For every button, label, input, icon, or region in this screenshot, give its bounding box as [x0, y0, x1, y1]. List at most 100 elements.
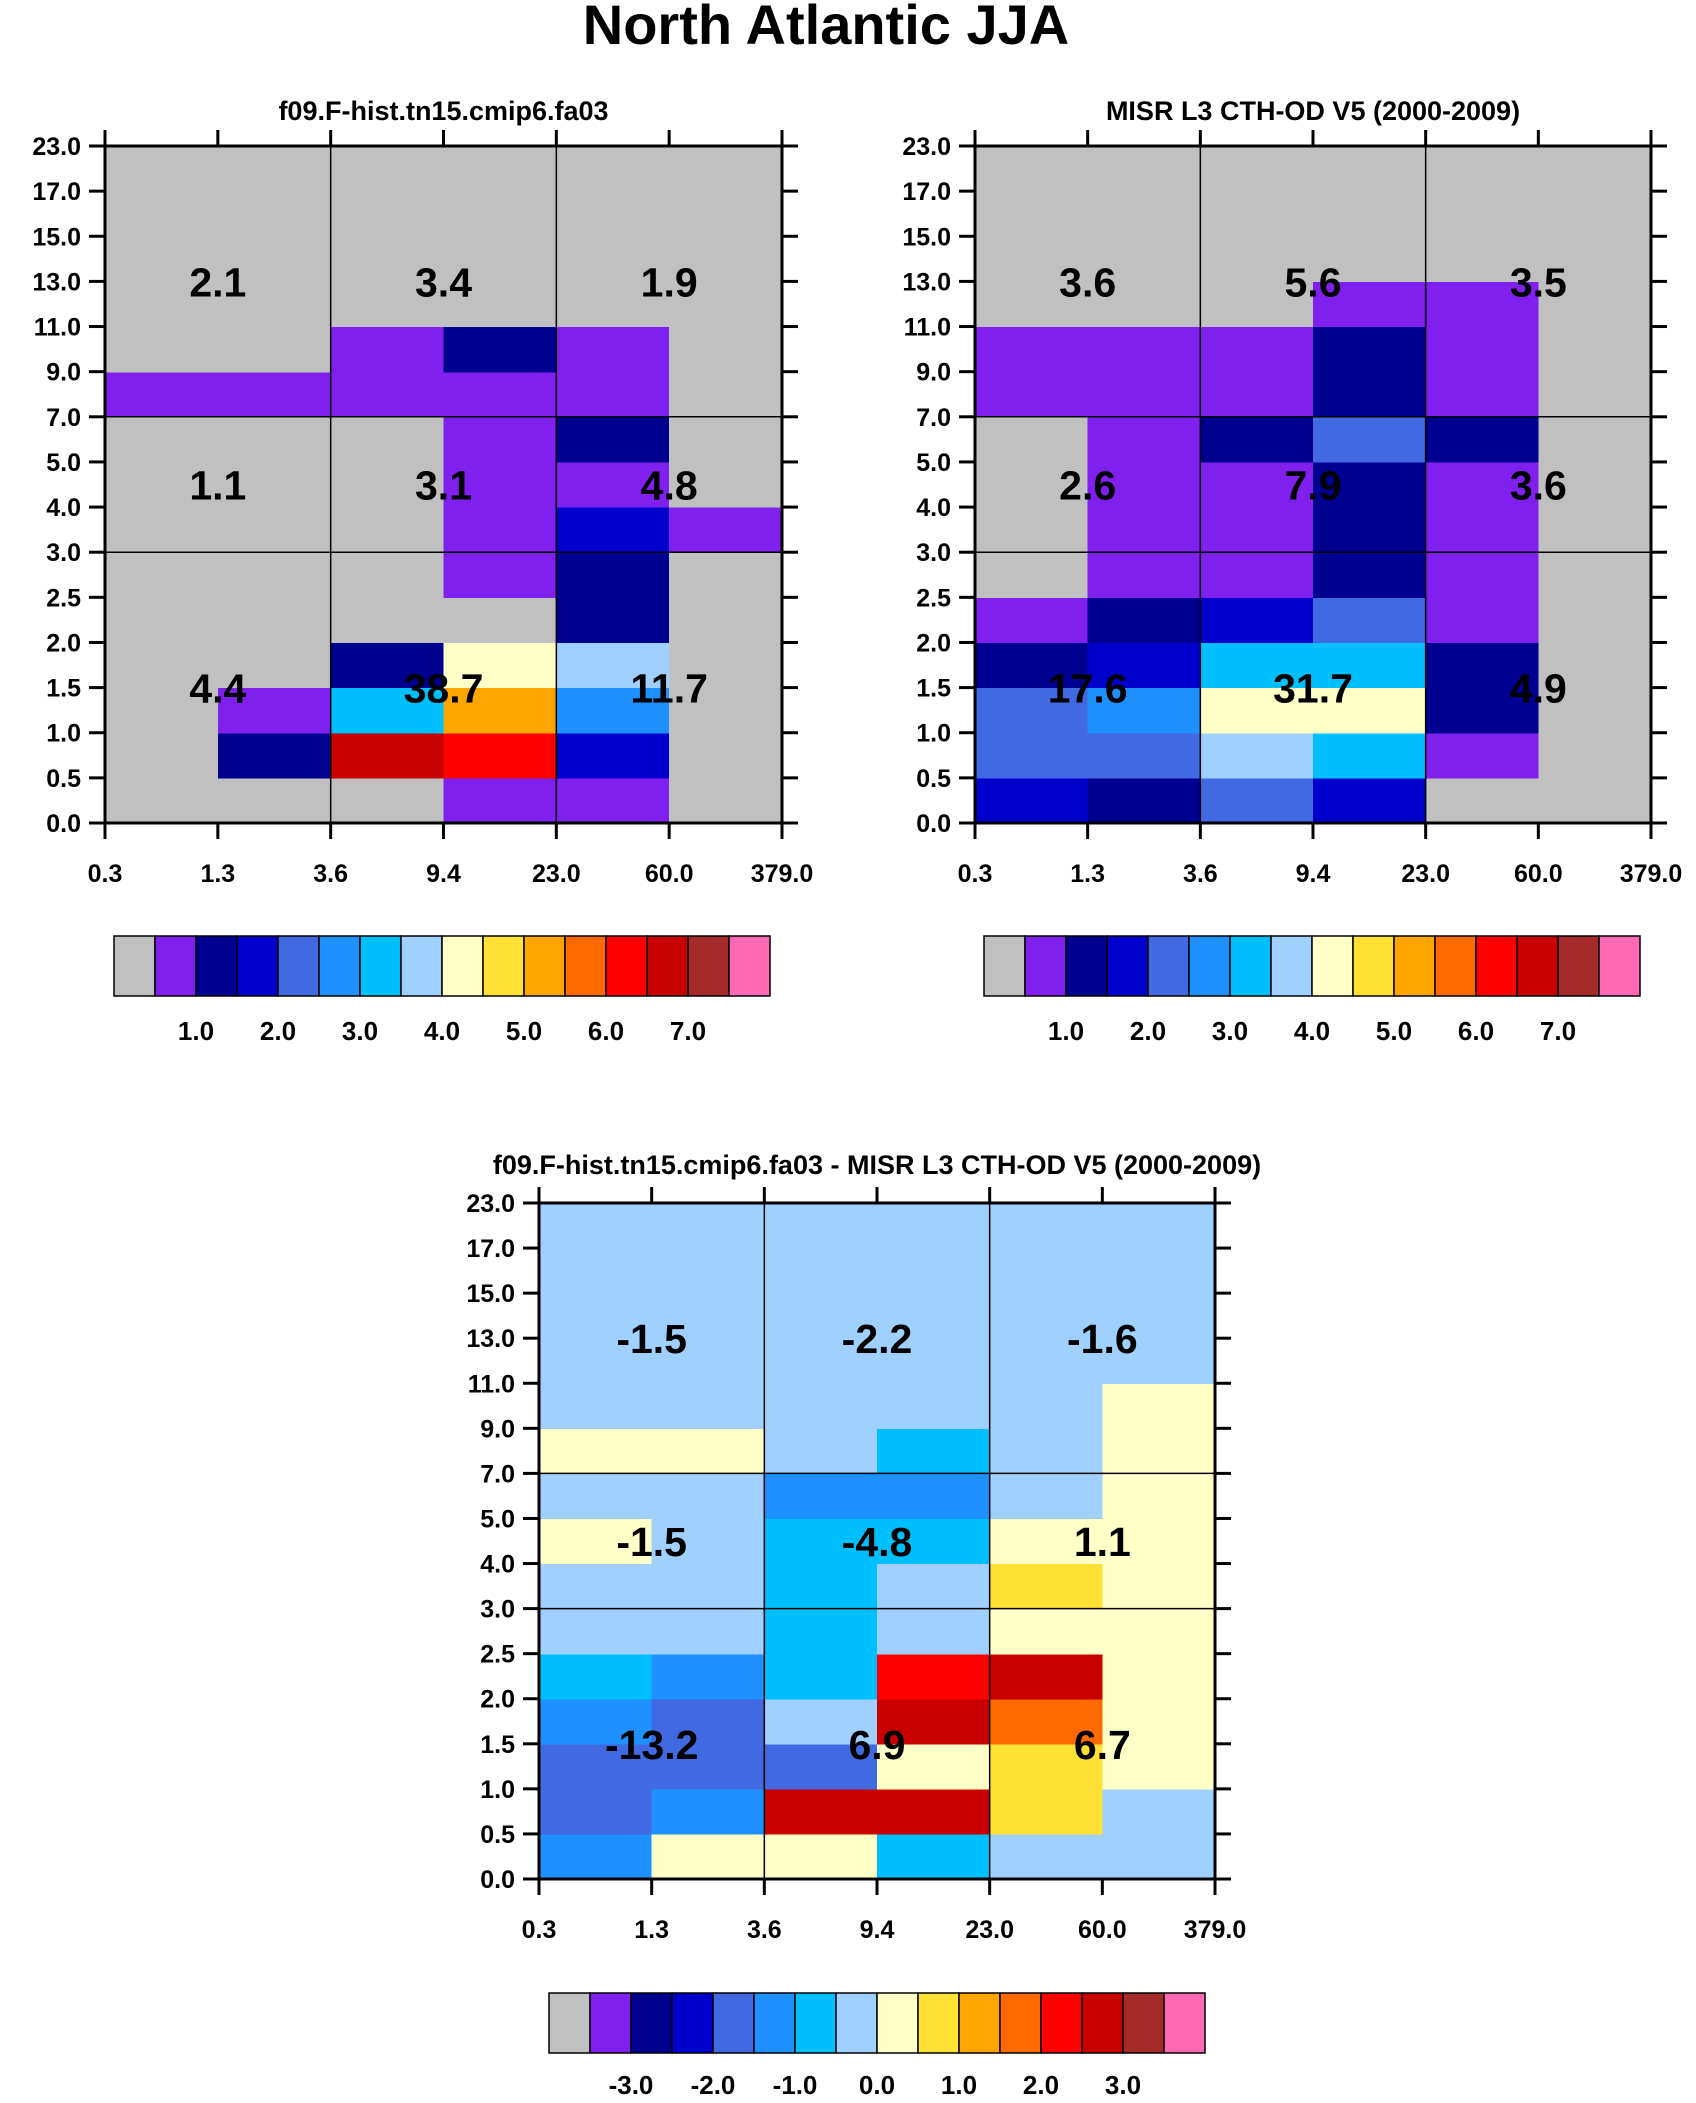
x-tick-label: 9.4 — [426, 860, 461, 888]
heatmap-cell — [1538, 371, 1652, 418]
heatmap-cell — [330, 642, 445, 689]
colorbar-swatch — [999, 1992, 1042, 2054]
block-value: 4.4 — [189, 666, 246, 712]
heatmap-cell — [989, 1203, 1103, 1249]
heatmap-cell — [105, 371, 219, 418]
heatmap-cell — [330, 371, 445, 418]
x-tick-label: 0.3 — [958, 860, 993, 888]
heatmap-cell — [651, 1473, 765, 1520]
heatmap-cell — [877, 1338, 991, 1384]
heatmap-cell — [330, 552, 445, 598]
heatmap-cell — [877, 1698, 991, 1745]
colorbar-label: 5.0 — [506, 1016, 542, 1046]
heatmap-cell — [443, 642, 557, 689]
y-tick-label: 13.0 — [466, 1325, 515, 1353]
y-tick-label: 2.0 — [480, 1686, 515, 1714]
heatmap-cell — [975, 236, 1089, 282]
heatmap-cell — [556, 732, 670, 779]
y-tick-label: 4.0 — [46, 494, 81, 522]
y-tick-label: 0.0 — [916, 810, 951, 838]
heatmap-cell — [443, 687, 557, 734]
heatmap-cell — [669, 687, 783, 734]
heatmap-cell — [1102, 1743, 1216, 1790]
heatmap-cell — [1102, 1833, 1216, 1880]
heatmap-cell — [443, 552, 557, 598]
y-tick-label: 23.0 — [466, 1190, 515, 1218]
y-tick-label: 1.0 — [46, 720, 81, 748]
block-value: 4.9 — [1510, 666, 1567, 712]
colorbar-swatch — [1122, 1992, 1165, 2054]
heatmap-cell — [651, 1698, 765, 1745]
heatmap-cell — [1313, 732, 1427, 779]
heatmap-cell — [1087, 732, 1201, 779]
y-tick-label: 9.0 — [480, 1415, 515, 1443]
heatmap-cell — [669, 552, 783, 598]
y-tick-label: 11.0 — [468, 1370, 515, 1398]
colorbar-label: 0.0 — [859, 2070, 895, 2100]
heatmap-cell — [556, 777, 670, 824]
heatmap-cell — [1087, 461, 1201, 508]
heatmap-cell — [1313, 281, 1427, 328]
colorbar-swatch — [983, 935, 1026, 997]
heatmap-cell — [1425, 416, 1539, 463]
heatmap-cell — [105, 507, 219, 553]
heatmap-cell — [1425, 507, 1539, 553]
colorbar-swatch — [753, 1992, 796, 2054]
heatmap-cell — [443, 326, 557, 373]
colorbar-swatch — [958, 1992, 1001, 2054]
y-tick-label: 1.5 — [480, 1731, 515, 1759]
heatmap-cell — [669, 507, 783, 553]
y-tick-label: 1.0 — [480, 1776, 515, 1804]
heatmap-cell — [1425, 687, 1539, 734]
heatmap-cell — [443, 281, 557, 328]
y-tick-label: 2.0 — [916, 629, 951, 657]
heatmap-cell — [539, 1563, 653, 1610]
x-tick-label: 0.3 — [88, 860, 123, 888]
colorbar-swatch — [400, 935, 443, 997]
heatmap-cell — [764, 1698, 878, 1745]
heatmap-cell — [1538, 326, 1652, 373]
block-value: 3.5 — [1510, 259, 1567, 305]
heatmap-cell — [651, 1833, 765, 1880]
heatmap-cell — [539, 1383, 653, 1429]
panels: f09.F-hist.tn15.cmip6.fa03 0.0 0.5 1.0 1.5 2.… — [32, 96, 1682, 2100]
heatmap-cell — [989, 1653, 1103, 1700]
colorbar-swatch — [687, 935, 730, 997]
heatmap-cell — [877, 1293, 991, 1339]
heatmap-cell — [989, 1563, 1103, 1610]
x-tick-label: 60.0 — [1078, 1916, 1127, 1944]
x-tick-label: 23.0 — [1401, 860, 1450, 888]
heatmap-cell — [764, 1338, 878, 1384]
heatmap-cell — [1200, 732, 1314, 779]
x-tick-label: 9.4 — [860, 1916, 895, 1944]
block-value: 11.7 — [630, 666, 708, 712]
heatmap-cell — [877, 1743, 991, 1790]
block-value: 31.7 — [1273, 666, 1353, 712]
heatmap-cell — [443, 777, 557, 824]
heatmap-cell — [651, 1743, 765, 1790]
y-tick-label: 0.5 — [916, 765, 951, 793]
heatmap-cell — [877, 1563, 991, 1610]
colorbar-swatch — [712, 1992, 755, 2054]
panel-title: f09.F-hist.tn15.cmip6.fa03 — [278, 96, 608, 126]
heatmap-cell — [539, 1473, 653, 1520]
heatmap-cell — [105, 642, 219, 689]
colorbar-swatch — [794, 1992, 837, 2054]
heatmap-cell — [556, 461, 670, 508]
heatmap-cell — [989, 1833, 1103, 1880]
block-value: 2.6 — [1059, 463, 1116, 509]
heatmap-cell — [764, 1518, 878, 1565]
heatmap-cell — [1425, 326, 1539, 373]
heatmap-cell — [1087, 642, 1201, 689]
heatmap-cell — [217, 777, 332, 824]
heatmap-cell — [764, 1653, 878, 1700]
heatmap-cell — [1425, 732, 1539, 779]
heatmap-cell — [556, 416, 670, 463]
heatmap-cell — [1087, 281, 1201, 328]
block-value: -4.8 — [842, 1519, 913, 1565]
x-tick-label: 1.3 — [200, 860, 235, 888]
heatmap-cell — [975, 777, 1089, 824]
heatmap-cell — [539, 1653, 653, 1700]
colorbar-swatch — [1557, 935, 1600, 997]
heatmap-cell — [1102, 1698, 1216, 1745]
